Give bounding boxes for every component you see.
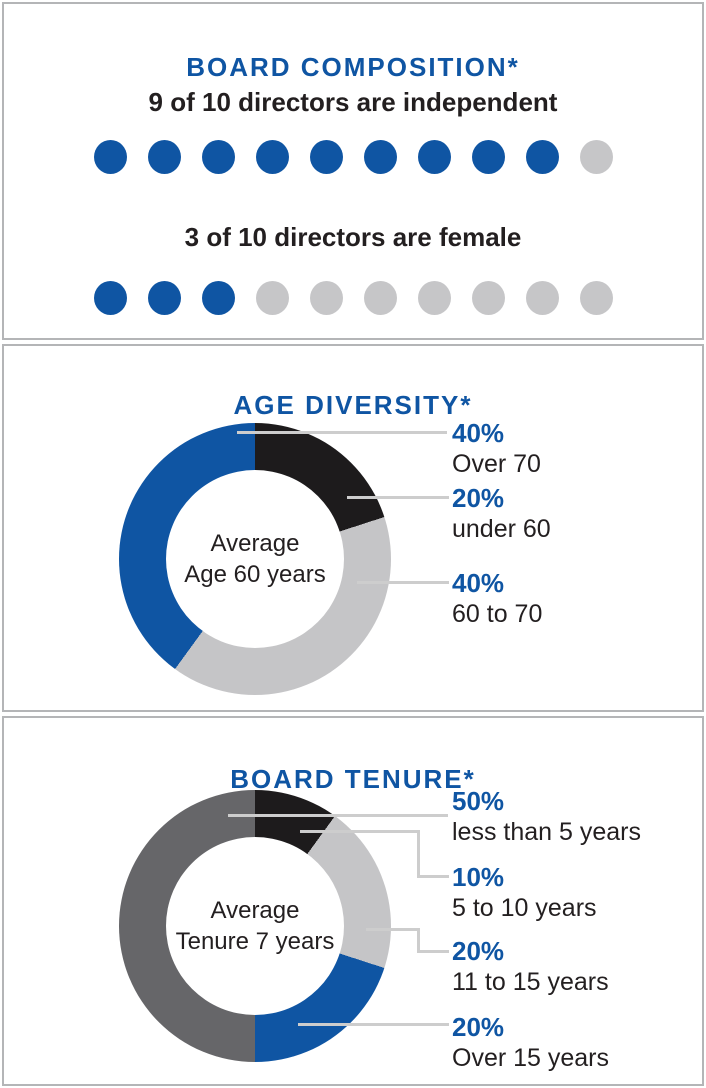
leader-line-11-to-15-vertical — [417, 928, 420, 953]
leader-line-less-than-5 — [228, 814, 448, 817]
filled-dot — [309, 140, 343, 174]
empty-dot — [417, 281, 451, 315]
age-legend-60-to-70-pct: 40% — [452, 568, 505, 598]
board-tenure-donut-chart: Average Tenure 7 years — [119, 790, 391, 1062]
filled-dot — [93, 140, 127, 174]
leader-line-over-70 — [237, 431, 447, 434]
age-legend-over-70-label: Over 70 — [452, 450, 541, 478]
age-diversity-panel: AGE DIVERSITY* Average Age 60 years 40% … — [2, 344, 704, 712]
tenure-legend-less-than-5-label: less than 5 years — [452, 818, 641, 846]
age-legend-under-60-pct: 20% — [452, 483, 505, 513]
age-legend-60-to-70: 40% 60 to 70 — [452, 568, 542, 627]
filled-dot — [201, 281, 235, 315]
leader-line-11-to-15-h1 — [366, 928, 420, 931]
leader-line-5-to-10-h2 — [417, 875, 449, 878]
leader-line-over-15 — [298, 1023, 449, 1026]
tenure-center-line2: Tenure 7 years — [175, 928, 335, 955]
filled-dot — [255, 140, 289, 174]
filled-dot — [363, 140, 397, 174]
filled-dot — [147, 140, 181, 174]
filled-dot — [201, 140, 235, 174]
age-legend-under-60: 20% under 60 — [452, 483, 551, 542]
age-diversity-donut-chart: Average Age 60 years — [119, 423, 391, 695]
tenure-legend-5-to-10: 10% 5 to 10 years — [452, 862, 597, 921]
age-legend-under-60-label: under 60 — [452, 515, 551, 543]
filled-dot — [471, 140, 505, 174]
female-directors-caption: 3 of 10 directors are female — [184, 222, 522, 252]
leader-line-under-60 — [347, 496, 449, 499]
tenure-legend-less-than-5: 50% less than 5 years — [452, 786, 641, 845]
tenure-legend-over-15-pct: 20% — [452, 1012, 505, 1042]
filled-dot — [525, 140, 559, 174]
tenure-legend-over-15-label: Over 15 years — [452, 1044, 610, 1072]
age-legend-60-to-70-label: 60 to 70 — [452, 600, 543, 628]
tenure-center-line1: Average — [210, 897, 300, 924]
independent-directors-caption: 9 of 10 directors are independent — [148, 87, 558, 117]
empty-dot — [309, 281, 343, 315]
tenure-legend-5-to-10-pct: 10% — [452, 862, 505, 892]
age-center-line2: Age 60 years — [184, 561, 326, 588]
age-legend-over-70: 40% Over 70 — [452, 418, 541, 477]
filled-dot — [93, 281, 127, 315]
tenure-legend-11-to-15-label: 11 to 15 years — [452, 968, 609, 996]
board-tenure-title: BOARD TENURE* — [230, 763, 476, 794]
independent-directors-dot-row — [4, 140, 702, 174]
empty-dot — [255, 281, 289, 315]
board-composition-panel: BOARD COMPOSITION* 9 of 10 directors are… — [2, 2, 704, 340]
leader-line-60-to-70 — [357, 581, 449, 584]
age-center-line1: Average — [210, 530, 300, 557]
empty-dot — [471, 281, 505, 315]
board-tenure-panel: BOARD TENURE* Average Tenure 7 years 50%… — [2, 716, 704, 1086]
leader-line-11-to-15-h2 — [417, 950, 449, 953]
empty-dot — [579, 140, 613, 174]
empty-dot — [525, 281, 559, 315]
female-directors-dot-row — [4, 281, 702, 315]
filled-dot — [417, 140, 451, 174]
empty-dot — [363, 281, 397, 315]
tenure-legend-11-to-15-pct: 20% — [452, 936, 505, 966]
tenure-legend-5-to-10-label: 5 to 10 years — [452, 894, 597, 922]
tenure-legend-over-15: 20% Over 15 years — [452, 1012, 609, 1071]
leader-line-5-to-10-vertical — [417, 830, 420, 878]
filled-dot — [147, 281, 181, 315]
leader-line-5-to-10-h1 — [300, 830, 420, 833]
age-donut-center-label: Average Age 60 years — [166, 470, 344, 648]
tenure-legend-11-to-15: 20% 11 to 15 years — [452, 936, 609, 995]
tenure-donut-center-label: Average Tenure 7 years — [166, 837, 344, 1015]
tenure-legend-less-than-5-pct: 50% — [452, 786, 505, 816]
board-composition-title: BOARD COMPOSITION* — [186, 51, 520, 82]
age-diversity-title: AGE DIVERSITY* — [233, 389, 473, 420]
empty-dot — [579, 281, 613, 315]
age-legend-over-70-pct: 40% — [452, 418, 505, 448]
